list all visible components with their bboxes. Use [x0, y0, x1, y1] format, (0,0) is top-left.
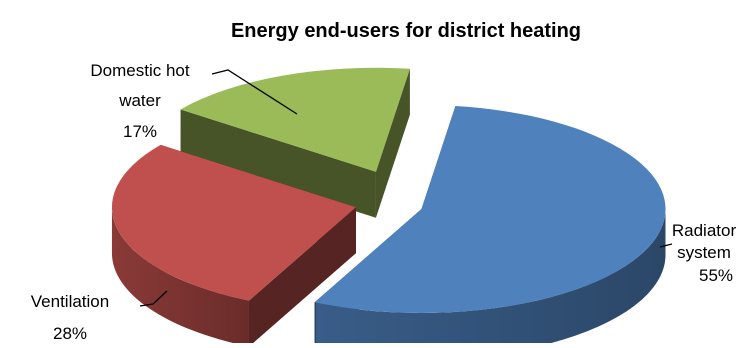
- slice-label-ventilation: Ventilation: [31, 292, 109, 311]
- slice-side-wall: [375, 68, 410, 218]
- slices-layer: [111, 67, 666, 348]
- pie-slice-ventilation: [111, 144, 356, 347]
- pie-slice-domestic: [180, 67, 410, 218]
- slice-side-wall: [180, 109, 376, 218]
- chart-title: Energy end-users for district heating: [231, 20, 581, 42]
- slice-top-face: [314, 105, 666, 313]
- slice-percent-ventilation: 28%: [53, 324, 87, 343]
- leader-radiator: [659, 243, 673, 248]
- leader-domestic: [211, 69, 298, 115]
- slice-percent-radiator: 55%: [699, 266, 733, 285]
- slice-top-face: [180, 67, 410, 172]
- slice-outer-wall: [315, 209, 666, 348]
- pie-slice-radiator: [314, 105, 666, 348]
- slice-outer-wall: [111, 206, 249, 347]
- slice-top-face: [111, 144, 356, 301]
- leader-lines: [139, 69, 673, 307]
- slice-percent-domestic: 17%: [123, 122, 157, 141]
- slice-label-radiator-line1: Radiator: [672, 221, 737, 240]
- slice-label-radiator-line2: system: [677, 243, 731, 262]
- slice-label-domestic-line2: water: [118, 91, 161, 110]
- leader-ventilation: [139, 290, 168, 307]
- slice-label-domestic-line1: Domestic hot: [90, 61, 189, 80]
